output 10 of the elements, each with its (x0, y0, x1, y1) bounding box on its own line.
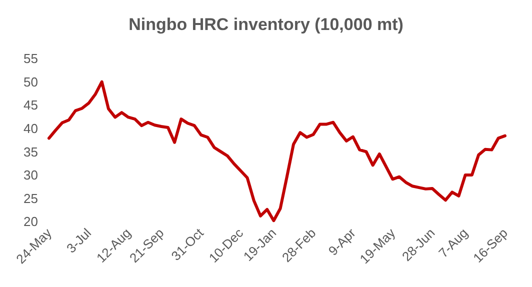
y-tick-label: 25 (24, 190, 38, 206)
y-tick-label: 35 (24, 144, 38, 160)
y-tick-label: 40 (24, 121, 38, 136)
y-tick-label: 20 (24, 214, 38, 230)
y-tick-label: 55 (24, 51, 38, 66)
y-tick-label: 50 (24, 74, 38, 90)
y-tick-label: 30 (24, 168, 38, 183)
chart-title: Ningbo HRC inventory (10,000 mt) (128, 15, 404, 34)
line-series (48, 80, 506, 222)
y-tick-label: 45 (24, 98, 38, 113)
